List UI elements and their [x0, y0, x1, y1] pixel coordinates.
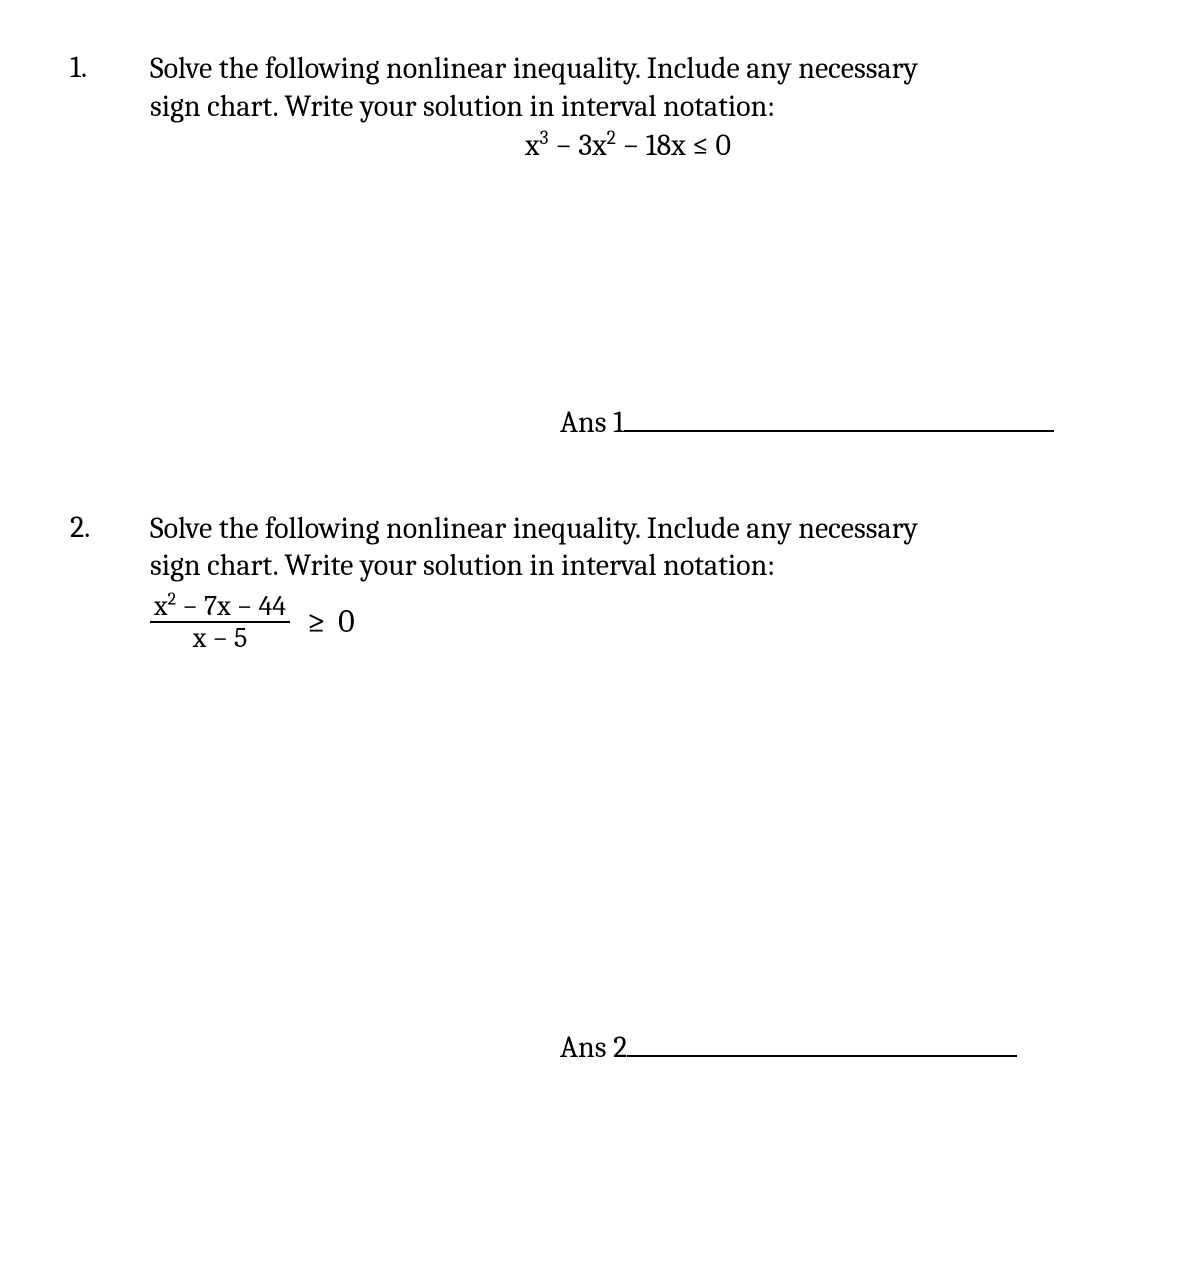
equation-2: x2 − 7x − 44 x − 5 ≥ 0 [150, 591, 1106, 655]
answer-line-1: Ans 1 [560, 400, 1054, 440]
problem-2: 2. Solve the following nonlinear inequal… [70, 510, 1106, 655]
problem-number: 2. [70, 510, 90, 545]
problem-body: Solve the following nonlinear inequality… [150, 510, 1106, 655]
eq1-rhs: 0 [716, 128, 732, 163]
prompt-line-1: Solve the following nonlinear inequality… [150, 511, 918, 546]
eq1-op2: − [623, 128, 646, 163]
eq2-relation: ≥ [307, 601, 326, 644]
answer-2-blank[interactable] [627, 1025, 1017, 1057]
answer-line-2: Ans 2 [560, 1025, 1017, 1065]
eq1-term3-base: x [671, 128, 686, 163]
eq1-op1: − [555, 128, 578, 163]
eq1-term1-base: x [525, 128, 540, 163]
equation-1: x3 − 3x2 − 18x ≤ 0 [150, 127, 1106, 165]
prompt-line-2: sign chart. Write your solution in inter… [150, 548, 775, 583]
eq1-term2-base: x [592, 128, 607, 163]
eq2-num-rest: − 7x − 44 [176, 590, 286, 622]
eq1-term2-exp: 2 [607, 126, 616, 149]
problem-number: 1. [70, 50, 87, 85]
eq2-num-exp1: 2 [168, 588, 177, 609]
worksheet-page: 1. Solve the following nonlinear inequal… [0, 0, 1186, 1268]
eq1-term2-coef: 3 [578, 128, 592, 163]
problem-1: 1. Solve the following nonlinear inequal… [70, 50, 1106, 165]
eq1-term3-coef: 18 [646, 128, 671, 163]
answer-2-label: Ans 2 [560, 1030, 627, 1065]
eq2-num-base1: x [154, 590, 168, 622]
eq2-numerator: x2 − 7x − 44 [150, 591, 290, 624]
answer-1-label: Ans 1 [560, 405, 624, 440]
prompt-line-2: sign chart. Write your solution in inter… [150, 89, 775, 124]
prompt-line-1: Solve the following nonlinear inequality… [150, 51, 918, 86]
eq1-relation: ≤ [692, 128, 715, 163]
eq1-term1-exp: 3 [539, 126, 548, 149]
problem-body: Solve the following nonlinear inequality… [150, 50, 1106, 165]
eq2-fraction: x2 − 7x − 44 x − 5 [150, 591, 290, 655]
eq1-relation-sym: ≤ [692, 128, 709, 163]
eq2-rhs: 0 [338, 602, 355, 642]
eq2-denominator: x − 5 [150, 623, 290, 654]
answer-1-blank[interactable] [624, 400, 1054, 432]
